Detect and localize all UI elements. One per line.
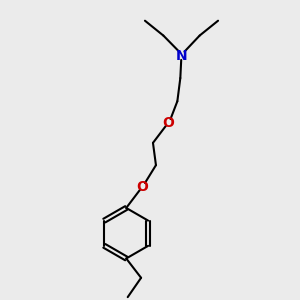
Text: N: N [176,49,188,63]
Text: O: O [163,116,174,130]
Text: O: O [136,180,148,194]
